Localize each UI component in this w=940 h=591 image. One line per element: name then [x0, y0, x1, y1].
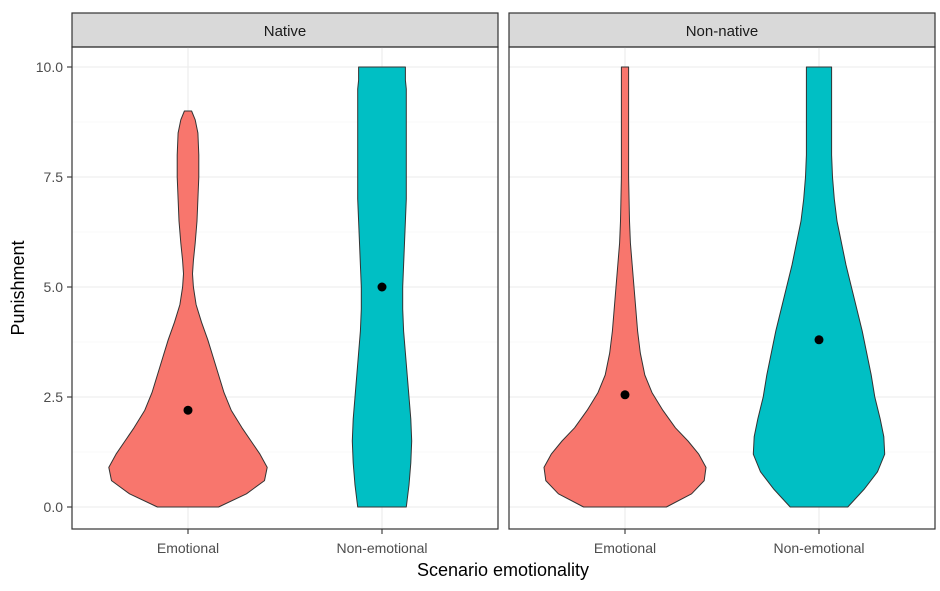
panel-border-non-native	[508, 46, 936, 530]
mean-point-non-native-non-emotional	[814, 335, 824, 345]
y-tick-label-2: 5.0	[44, 279, 64, 295]
violin-native-emotional	[108, 110, 268, 508]
y-tick-label-1: 2.5	[44, 389, 64, 405]
x-tick-label-native-emotional: Emotional	[157, 540, 219, 556]
y-axis-title: Punishment	[8, 240, 28, 335]
violin-non-native-non-emotional	[752, 66, 886, 508]
panel-border-native	[71, 46, 499, 530]
y-tick-label-0: 0.0	[44, 499, 64, 515]
x-tick-label-non-native-emotional: Emotional	[594, 540, 656, 556]
mean-points	[183, 282, 824, 415]
mean-point-native-non-emotional	[377, 282, 387, 292]
strip-label-non-native: Non-native	[686, 23, 759, 40]
mean-point-native-emotional	[183, 405, 193, 415]
y-tick-label-3: 7.5	[44, 169, 64, 185]
axes: 0.0 2.5 5.0 7.5 10.0 Emotional Non-emotional Em…	[36, 59, 865, 556]
violin-non-native-emotional	[543, 66, 707, 508]
strip-non-native: Non-native	[508, 12, 936, 48]
strip-native: Native	[71, 12, 499, 48]
y-tick-label-4: 10.0	[36, 59, 63, 75]
x-tick-label-non-native-non-emotional: Non-emotional	[773, 540, 864, 556]
x-axis-title: Scenario emotionality	[417, 560, 589, 580]
strip-label-native: Native	[264, 23, 307, 40]
mean-point-non-native-emotional	[620, 390, 630, 400]
x-tick-label-native-non-emotional: Non-emotional	[336, 540, 427, 556]
